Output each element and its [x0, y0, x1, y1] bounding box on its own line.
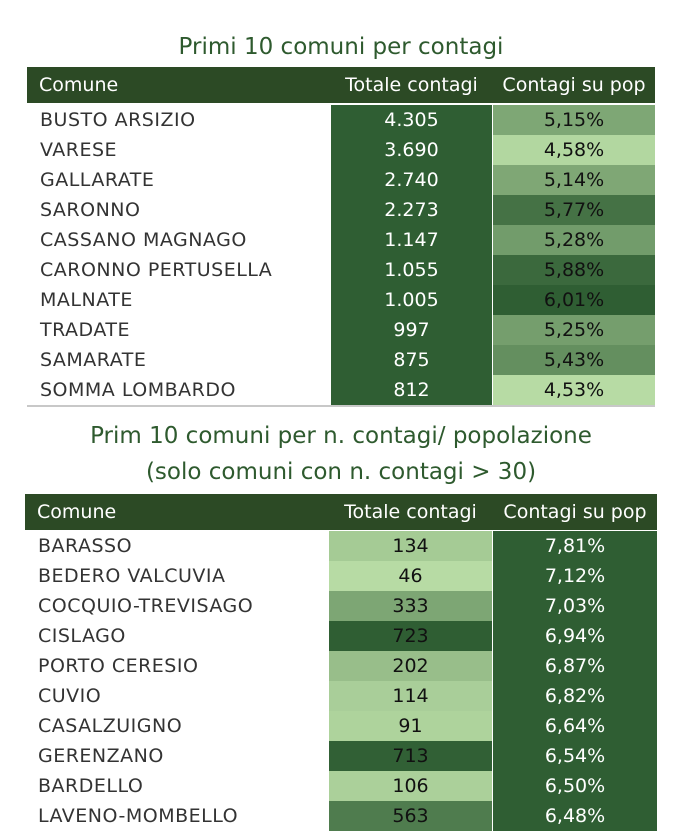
cell-comune: CISLAGO [38, 625, 126, 647]
table-title: Prim 10 comuni per n. contagi/ popolazio… [90, 423, 592, 449]
cell-contagi-su-pop: 6,48% [493, 801, 657, 831]
cell-totale-contagi: 91 [329, 711, 492, 741]
cell-contagi-su-pop: 7,03% [493, 591, 657, 621]
cell-contagi-su-pop: 5,25% [493, 315, 655, 345]
cell-totale-contagi: 1.147 [331, 225, 492, 255]
cell-contagi-su-pop: 6,82% [493, 681, 657, 711]
cell-totale-contagi: 134 [329, 531, 492, 561]
cell-totale-contagi: 4.305 [331, 105, 492, 135]
cell-contagi-su-pop: 7,12% [493, 561, 657, 591]
cell-contagi-su-pop: 6,01% [493, 285, 655, 315]
cell-comune: MALNATE [40, 289, 133, 311]
cell-totale-contagi: 2.740 [331, 165, 492, 195]
cell-totale-contagi: 3.690 [331, 135, 492, 165]
column-header-comune: Comune [37, 501, 117, 523]
cell-totale-contagi: 1.005 [331, 285, 492, 315]
cell-comune: GALLARATE [40, 169, 155, 191]
cell-contagi-su-pop: 6,54% [493, 741, 657, 771]
cell-comune: BARDELLO [38, 775, 144, 797]
cell-contagi-su-pop: 6,87% [493, 651, 657, 681]
cell-comune: BUSTO ARSIZIO [40, 109, 196, 131]
cell-contagi-su-pop: 5,28% [493, 225, 655, 255]
cell-totale-contagi: 713 [329, 741, 492, 771]
cell-comune: BARASSO [38, 535, 133, 557]
cell-comune: CASALZUIGNO [38, 715, 183, 737]
cell-comune: CARONNO PERTUSELLA [40, 259, 273, 281]
cell-comune: PORTO CERESIO [38, 655, 199, 677]
column-header-totale-contagi: Totale contagi [345, 74, 478, 96]
column-header-contagi-su-pop: Contagi su pop [502, 74, 646, 96]
column-header-contagi-su-pop: Contagi su pop [503, 501, 647, 523]
cell-comune: GERENZANO [38, 745, 164, 767]
cell-totale-contagi: 114 [329, 681, 492, 711]
cell-totale-contagi: 202 [329, 651, 492, 681]
cell-totale-contagi: 723 [329, 621, 492, 651]
cell-contagi-su-pop: 5,14% [493, 165, 655, 195]
cell-contagi-su-pop: 6,50% [493, 771, 657, 801]
cell-totale-contagi: 1.055 [331, 255, 492, 285]
cell-totale-contagi: 333 [329, 591, 492, 621]
table-header: Comune Totale contagi Contagi su pop [27, 67, 655, 103]
column-header-totale-contagi: Totale contagi [344, 501, 477, 523]
cell-totale-contagi: 2.273 [331, 195, 492, 225]
table-header: Comune Totale contagi Contagi su pop [25, 494, 657, 530]
cell-totale-contagi: 46 [329, 561, 492, 591]
cell-comune: VARESE [40, 139, 118, 161]
table-title: Primi 10 comuni per contagi [178, 34, 504, 60]
cell-comune: TRADATE [40, 319, 130, 341]
column-header-comune: Comune [39, 74, 119, 96]
cell-comune: CASSANO MAGNAGO [40, 229, 247, 251]
cell-totale-contagi: 997 [331, 315, 492, 345]
cell-comune: CUVIO [38, 685, 102, 707]
cell-contagi-su-pop: 6,94% [493, 621, 657, 651]
cell-comune: COCQUIO-TREVISAGO [38, 595, 254, 617]
cell-contagi-su-pop: 5,15% [493, 105, 655, 135]
table-bottom-rule [27, 405, 655, 407]
cell-comune: BEDERO VALCUVIA [38, 565, 226, 587]
cell-contagi-su-pop: 5,77% [493, 195, 655, 225]
cell-contagi-su-pop: 5,43% [493, 345, 655, 375]
cell-contagi-su-pop: 4,53% [493, 375, 655, 405]
cell-comune: SARONNO [40, 199, 141, 221]
cell-totale-contagi: 106 [329, 771, 492, 801]
cell-totale-contagi: 875 [331, 345, 492, 375]
cell-totale-contagi: 812 [331, 375, 492, 405]
cell-comune: LAVENO-MOMBELLO [38, 805, 239, 827]
cell-contagi-su-pop: 4,58% [493, 135, 655, 165]
cell-contagi-su-pop: 6,64% [493, 711, 657, 741]
cell-totale-contagi: 563 [329, 801, 492, 831]
cell-contagi-su-pop: 5,88% [493, 255, 655, 285]
cell-comune: SAMARATE [40, 349, 147, 371]
table-subtitle: (solo comuni con n. contagi > 30) [145, 459, 537, 485]
cell-contagi-su-pop: 7,81% [493, 531, 657, 561]
cell-comune: SOMMA LOMBARDO [40, 379, 236, 401]
